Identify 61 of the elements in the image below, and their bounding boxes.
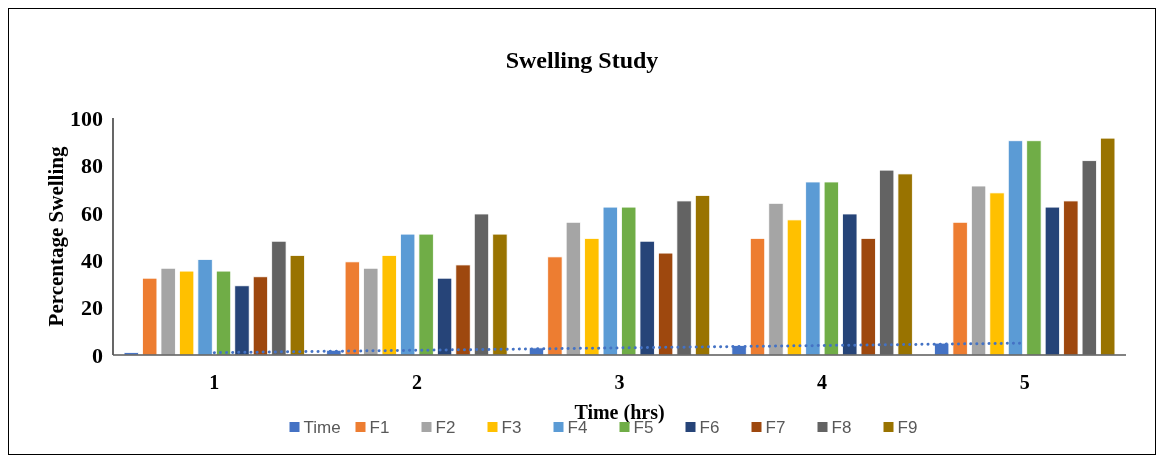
bar <box>1044 206 1060 356</box>
bar <box>289 255 305 356</box>
bar <box>547 256 563 356</box>
legend-label: F2 <box>435 417 456 437</box>
bar <box>1100 137 1116 356</box>
bar <box>786 219 803 356</box>
bar <box>455 264 471 356</box>
legend-label: Time <box>303 417 341 437</box>
bar <box>142 277 158 356</box>
bar <box>952 221 968 356</box>
legend-label: F3 <box>501 417 522 437</box>
y-tick-label: 40 <box>81 247 103 273</box>
legend-label: F9 <box>897 417 918 437</box>
bar <box>179 270 195 356</box>
y-tick-label: 60 <box>81 200 103 226</box>
bar <box>639 240 655 356</box>
bar <box>860 238 876 356</box>
legend-label: F1 <box>369 417 390 437</box>
bar <box>418 233 434 356</box>
bar <box>160 267 176 356</box>
y-tick-label: 20 <box>81 295 103 321</box>
chart-title: Swelling Study <box>505 47 659 73</box>
bar <box>1026 140 1042 356</box>
bar <box>436 277 453 356</box>
bar <box>768 202 784 356</box>
bar <box>602 206 618 356</box>
y-tick-label: 0 <box>92 342 103 368</box>
bar <box>1007 140 1024 356</box>
bar <box>215 270 232 356</box>
bar <box>694 195 711 356</box>
bar <box>749 238 766 356</box>
bar <box>197 259 213 356</box>
bar <box>989 192 1005 356</box>
bar <box>621 206 637 356</box>
y-tick-label: 80 <box>81 153 103 179</box>
bar <box>344 261 360 356</box>
bar <box>823 181 839 356</box>
x-tick-label: 2 <box>411 371 422 393</box>
bar <box>381 255 397 356</box>
bar <box>252 276 269 356</box>
bar <box>658 252 674 356</box>
bar <box>1063 200 1079 356</box>
legend-label: F6 <box>699 417 720 437</box>
y-tick-label: 100 <box>70 105 103 131</box>
x-tick-label: 4 <box>817 371 828 393</box>
bar <box>565 221 581 356</box>
bar <box>492 233 508 356</box>
x-tick-label: 5 <box>1019 371 1030 393</box>
bar <box>584 238 600 356</box>
x-tick-label: 1 <box>209 371 220 393</box>
bar <box>970 185 987 356</box>
bar <box>842 213 858 356</box>
legend-label: F7 <box>765 417 786 437</box>
bar <box>805 181 821 356</box>
x-tick-label: 3 <box>614 371 625 393</box>
bar <box>234 285 250 356</box>
bar <box>897 173 913 356</box>
bar <box>363 267 379 356</box>
y-axis-title: Percentage Swelling <box>44 146 68 327</box>
bar <box>400 233 416 356</box>
legend-label: F8 <box>831 417 852 437</box>
